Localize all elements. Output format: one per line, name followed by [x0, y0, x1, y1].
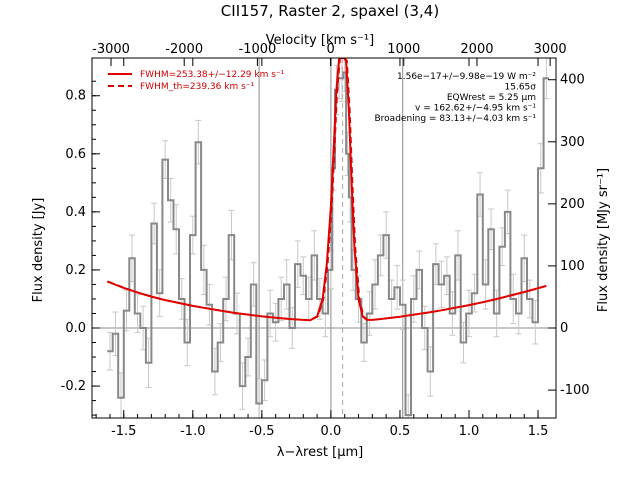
y-tick-label: 0.4 — [65, 205, 86, 220]
y-right-tick-label: 100 — [560, 259, 585, 274]
x-axis-top-label: Velocity [km s⁻¹] — [266, 33, 374, 48]
v-tick-label: 3000 — [534, 42, 567, 57]
x-tick-label: -0.5 — [249, 424, 274, 439]
legend: FWHM=253.38+/−12.29 km s⁻¹ FWHM_th=239.36… — [108, 70, 285, 92]
annotation-line: 1.56e−17+/−9.98e−19 W m⁻² — [397, 72, 536, 82]
v-tick-label: -3000 — [92, 42, 130, 57]
y-right-tick-label: 300 — [560, 135, 585, 150]
y-right-tick-label: 0 — [560, 321, 568, 336]
y-right-tick-label: -100 — [560, 383, 590, 398]
annotation-line: Broadening = 83.13+/−4.03 km s⁻¹ — [375, 114, 537, 124]
v-tick-label: 1000 — [387, 42, 420, 57]
y-axis-right-label: Flux density [MJy sr⁻¹] — [596, 168, 611, 312]
y-tick-label: 0.2 — [65, 263, 86, 278]
v-tick-label: -2000 — [165, 42, 203, 57]
y-tick-label: 0.6 — [65, 147, 86, 162]
chart-title: CII157, Raster 2, spaxel (3,4) — [221, 2, 439, 20]
y-tick-label: 0.0 — [65, 321, 86, 336]
y-right-tick-label: 400 — [560, 73, 585, 88]
legend-label: FWHM_th=239.36 km s⁻¹ — [140, 82, 255, 92]
v-tick-label: 2000 — [460, 42, 493, 57]
x-axis-label: λ−λrest [μm] — [277, 445, 363, 460]
x-tick-label: -1.0 — [180, 424, 205, 439]
x-tick-label: 0.5 — [390, 424, 411, 439]
v-tick-label: -1000 — [239, 42, 277, 57]
y-tick-label: 0.8 — [65, 89, 86, 104]
v-tick-label: 0 — [326, 42, 334, 57]
annotation-line: 15.65σ — [505, 83, 537, 93]
annotation-line: EQWrest = 5.25 μm — [447, 93, 536, 103]
plot-area: -1.5 -1.0 -0.5 0.0 0.5 1.0 1.5-3000 -2000 -1000 0… — [61, 42, 590, 439]
x-tick-label: 0.0 — [321, 424, 342, 439]
plot-frame — [91, 57, 557, 419]
x-tick-label: 1.5 — [528, 424, 549, 439]
legend-label: FWHM=253.38+/−12.29 km s⁻¹ — [140, 70, 285, 80]
x-tick-label: 1.0 — [459, 424, 480, 439]
fit-curve-thermal-dashed — [107, 58, 548, 321]
spectrum-line — [107, 71, 550, 417]
plot-inner — [92, 58, 556, 418]
y-axis-label: Flux density [Jy] — [31, 198, 46, 303]
annotation-line: v = 162.62+/−4.95 km s⁻¹ — [415, 104, 536, 114]
x-tick-label: -1.5 — [111, 424, 136, 439]
y-right-tick-label: 200 — [560, 197, 585, 212]
y-tick-label: -0.2 — [61, 379, 86, 394]
